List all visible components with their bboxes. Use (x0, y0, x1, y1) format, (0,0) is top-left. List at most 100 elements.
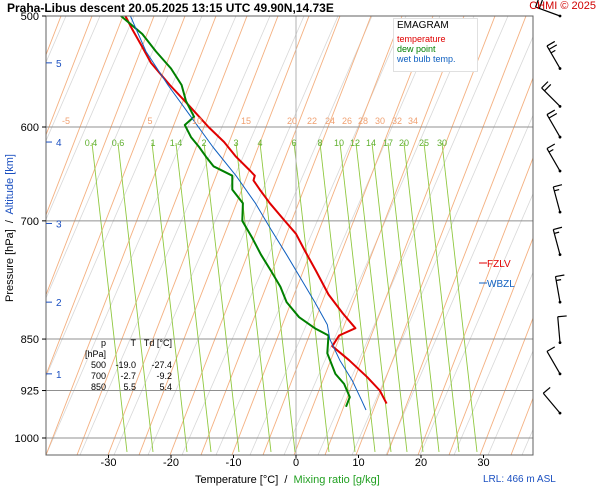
moist-adiabat-line (147, 16, 339, 455)
mixing-ratio-label: 3 (233, 138, 238, 148)
chart-title: Praha-Libus descent 20.05.2025 13:15 UTC… (7, 1, 334, 15)
altitude-tick-label: 2 (56, 298, 62, 309)
wind-barb-dot (558, 67, 562, 70)
plot-frame (45, 15, 534, 456)
dry-adiabat-line (262, 16, 434, 455)
moist-adiabat-line (385, 114, 533, 455)
wind-barb (546, 40, 562, 70)
temperature-tick-label: -10 (226, 457, 242, 469)
moist-adiabat-line (46, 16, 101, 142)
mixing-ratio-line (235, 142, 272, 453)
dry-adiabat-line (46, 16, 93, 137)
dry-adiabat-line (46, 16, 124, 217)
wind-barb-flag (538, 0, 543, 9)
table-cell: -19.0 (115, 360, 136, 370)
table-cell: 500 (90, 360, 106, 370)
wind-barb-dot (558, 104, 562, 108)
pressure-tick-label: 700 (21, 216, 39, 228)
wind-barb-staff (541, 87, 561, 107)
wind-barb (546, 346, 562, 376)
dry-adiabat-line (200, 16, 372, 455)
mixing-ratio-line (319, 142, 356, 453)
wind-barb-half-flag (550, 49, 556, 54)
wind-barb-staff (546, 351, 561, 375)
fzlv-label: FZLV (487, 259, 511, 270)
pressure-tick-label: 1000 (15, 433, 39, 445)
moist-adiabat-line (453, 271, 533, 455)
temperature-tick-label: -20 (163, 457, 179, 469)
wind-barb-staff (557, 316, 561, 343)
skew-label: 30 (375, 116, 385, 126)
pressure-tick-label: 850 (21, 334, 39, 346)
wind-barb-half-flag (554, 188, 560, 192)
temperature-tick-label: 20 (415, 457, 427, 469)
wind-barb (535, 0, 562, 18)
series-layer (120, 16, 388, 411)
moist-adiabat-line (181, 16, 373, 455)
x-axis-temp-label: Temperature [°C] (195, 474, 279, 486)
pressure-tick-label: 500 (21, 11, 39, 23)
wind-barb-dot (558, 411, 562, 415)
wind-barb (541, 81, 562, 108)
moist-adiabat-line (249, 16, 441, 455)
moist-adiabat-line (46, 16, 237, 455)
skew-label: 15 (241, 116, 251, 126)
lrl-label: LRL: 466 m ASL (483, 474, 556, 485)
wind-barb (557, 315, 567, 345)
moist-adiabat-line (215, 16, 407, 455)
temperature-tick-label: 10 (352, 457, 364, 469)
wind-barb-flag (546, 346, 556, 352)
mixing-ratio-line (203, 142, 240, 453)
table-header-row: p [hPa] T Td [°C] (78, 338, 172, 360)
wind-barb-dot (558, 14, 562, 18)
table-cell: 850 (90, 382, 106, 392)
dry-adiabat-line (386, 76, 533, 455)
copyright-brand: CHMI © 2025 (529, 0, 596, 12)
altitude-tick-label: 1 (56, 370, 62, 381)
wind-barb-dot (558, 135, 562, 139)
mixing-ratio-line (259, 142, 296, 453)
mixing-ratio-label: 10 (334, 138, 344, 148)
pressure-tick-label: 925 (21, 386, 39, 398)
skew-label: 24 (325, 116, 335, 126)
skew-label: -5 (62, 116, 70, 126)
grid-layer (46, 16, 600, 455)
wind-barb-half-flag (556, 279, 562, 282)
dry-adiabat-line (46, 16, 186, 377)
mixing-ratio-label: 2 (201, 138, 206, 148)
wind-barb-flag (541, 81, 549, 89)
table-header-cell: Td [°C] (143, 338, 172, 348)
mixing-ratio-label: 14 (366, 138, 376, 148)
skew-label: 10 (192, 116, 202, 126)
wind-barb-flag (546, 40, 556, 47)
x-axis-mixing-label: Mixing ratio [g/kg] (293, 474, 380, 486)
y-axis-label: Pressure [hPa] / Altitude [km] (4, 148, 16, 308)
moist-adiabat-line (79, 16, 271, 455)
wind-barb-flag (548, 112, 558, 119)
wind-barb-staff (552, 229, 561, 255)
dry-adiabat-line (355, 16, 527, 455)
wind-barb-staff (542, 392, 561, 414)
moist-adiabat-line (590, 16, 600, 455)
mixing-ratio-label: 0.4 (85, 138, 98, 148)
moist-adiabat-line (46, 16, 135, 221)
wind-barb (542, 386, 562, 415)
wind-barb (546, 109, 562, 139)
temperature-tick-label: 0 (293, 457, 299, 469)
series-line-temperature (124, 16, 388, 405)
mixing-ratio-line (151, 142, 188, 453)
x-axis-label: Temperature [°C] / Mixing ratio [g/kg] (195, 474, 380, 486)
dry-adiabat-line (448, 236, 533, 455)
wind-barb (546, 143, 562, 173)
skew-label: 22 (307, 116, 317, 126)
series-line-wet-bulb-temp (129, 16, 367, 411)
mixing-ratio-label: 17 (383, 138, 393, 148)
mixing-ratio-line (371, 142, 408, 453)
mixing-ratio-label: 4 (257, 138, 262, 148)
mixing-ratio-line (91, 142, 128, 453)
dry-adiabat-line (293, 16, 465, 455)
wind-barb-half-flag (554, 231, 560, 235)
moist-adiabat-line (317, 16, 509, 455)
dry-adiabat-line (417, 156, 533, 455)
